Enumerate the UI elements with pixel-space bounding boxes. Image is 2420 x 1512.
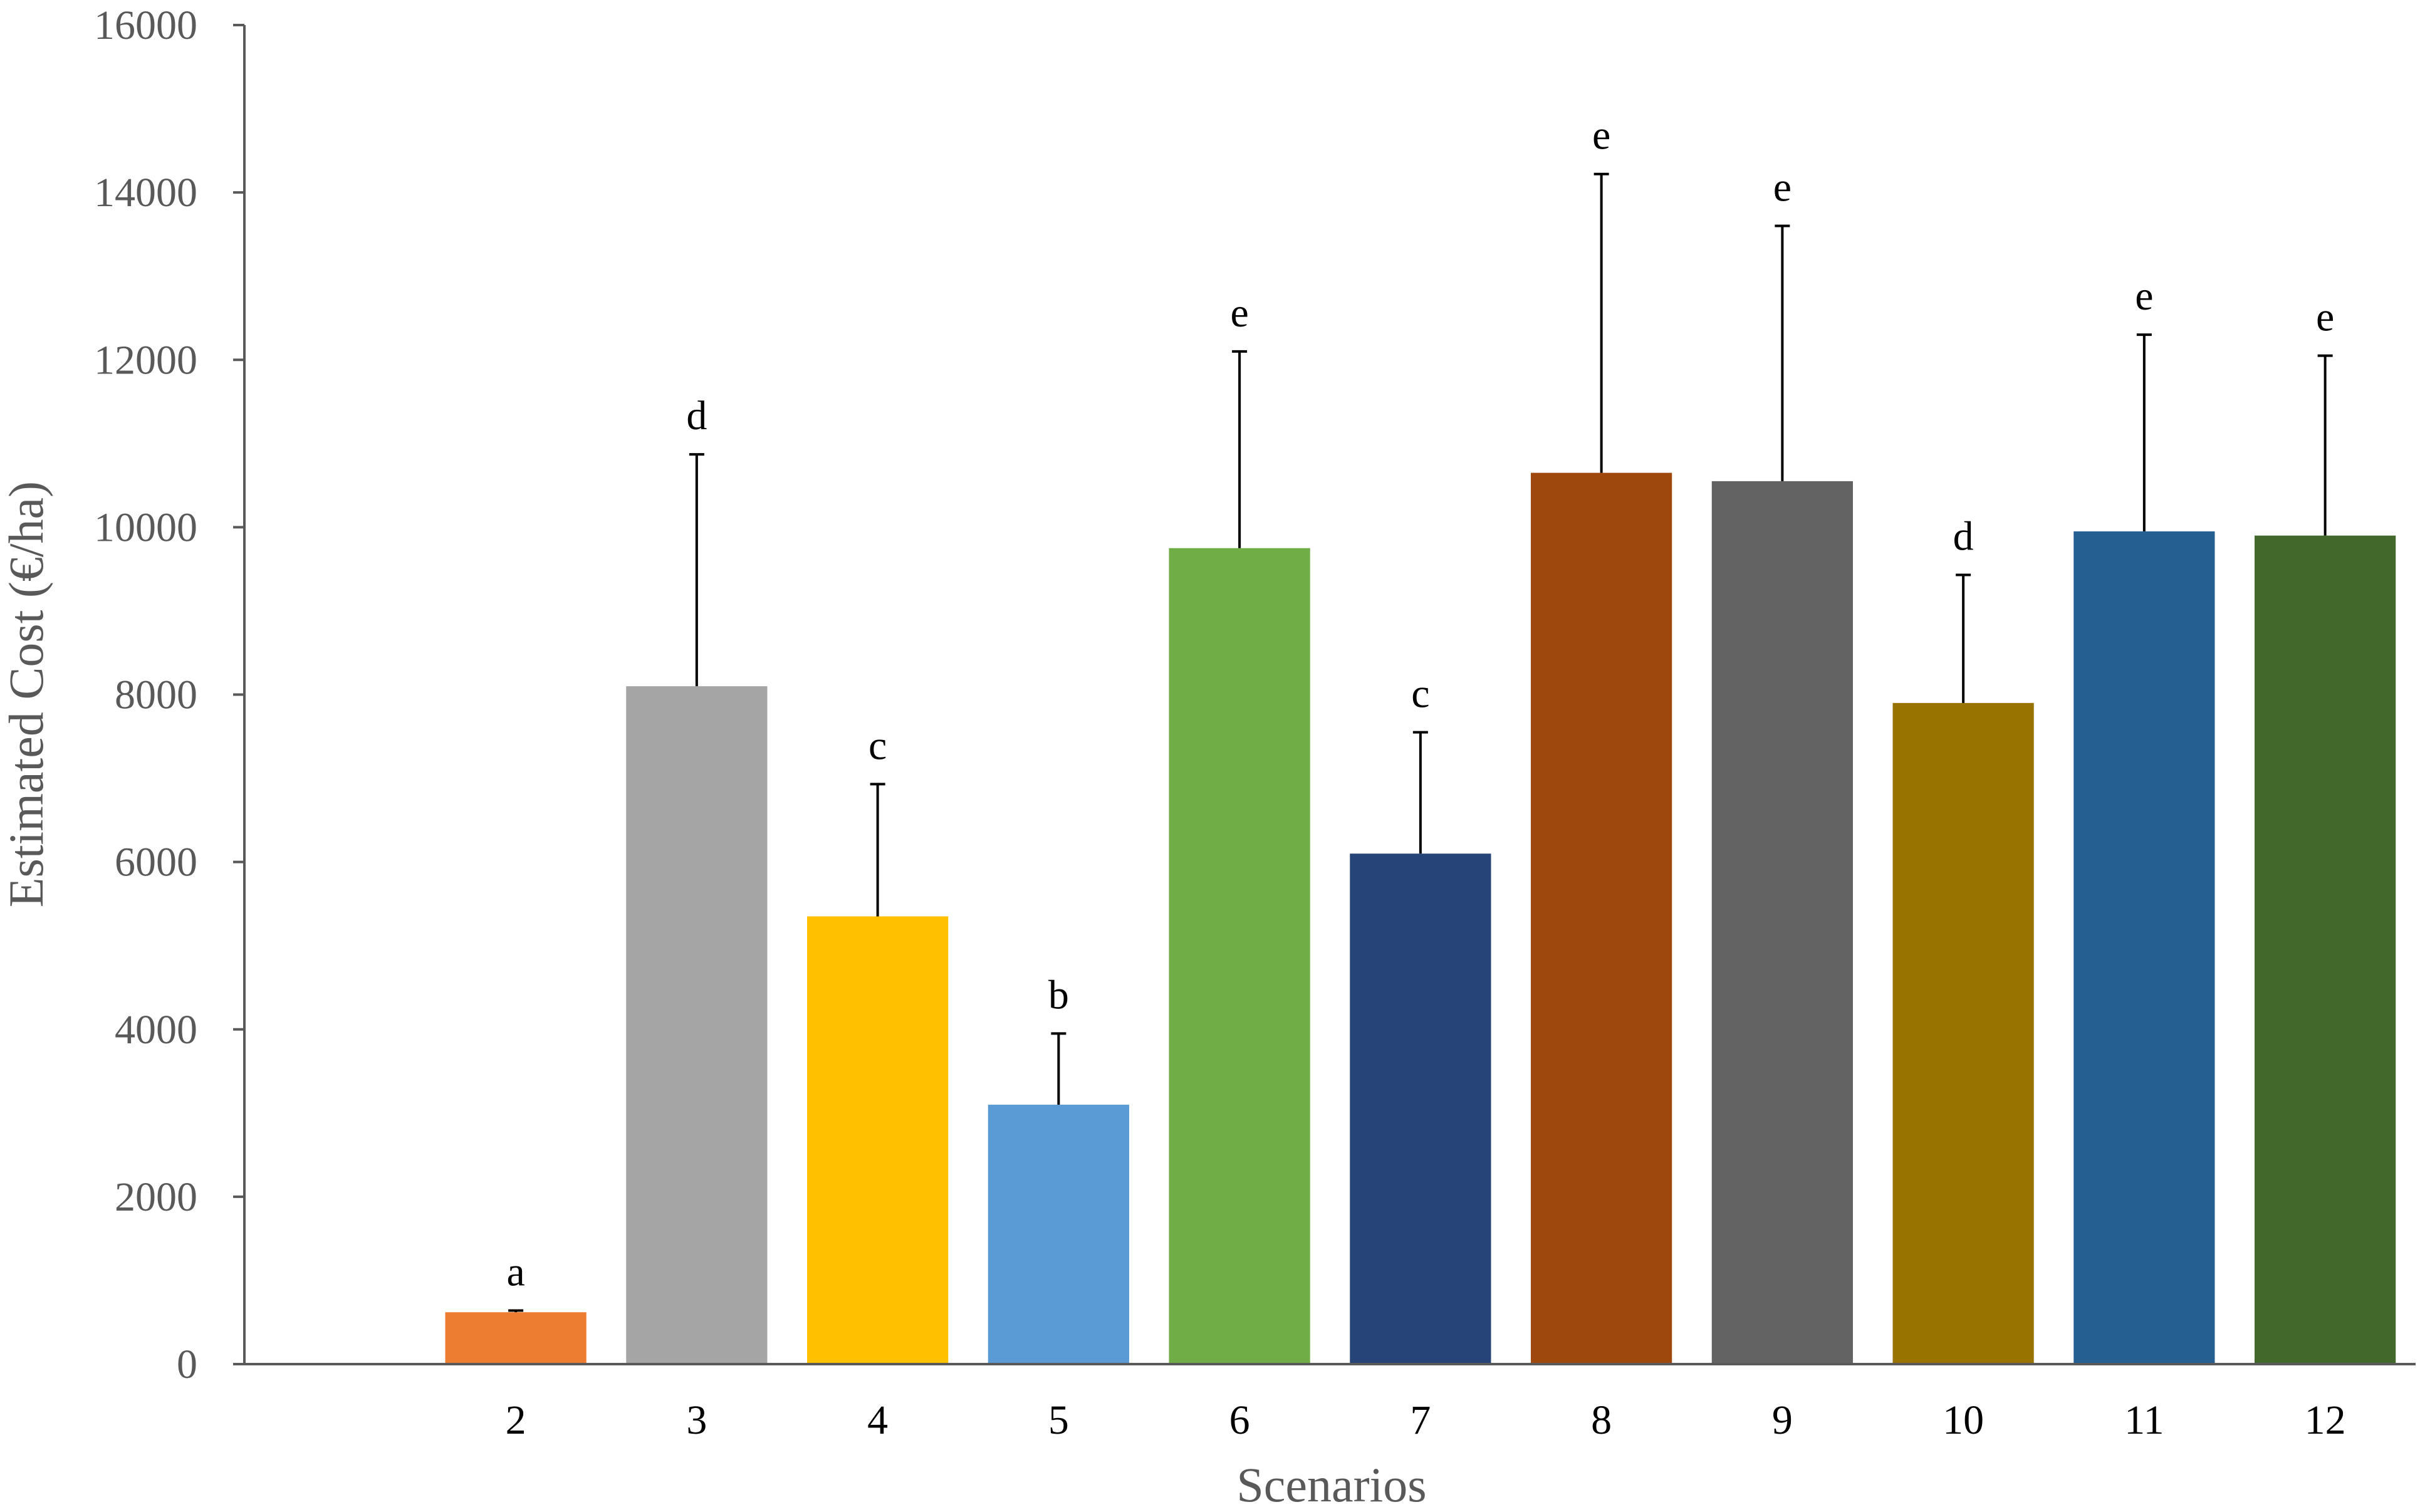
significance-letter: e [1230, 290, 1248, 336]
bar-scenario-4 [807, 916, 949, 1364]
bar-scenario-10 [1892, 702, 2034, 1364]
bar-scenario-11 [2073, 531, 2215, 1364]
x-tick-label: 10 [1943, 1397, 1984, 1443]
bar-scenario-12 [2255, 535, 2396, 1365]
y-tick-label: 4000 [115, 1007, 197, 1053]
x-tick-label: 7 [1410, 1397, 1431, 1443]
x-tick-label: 5 [1048, 1397, 1069, 1443]
bar-scenario-3 [626, 686, 768, 1364]
bar-scenario-7 [1350, 853, 1491, 1364]
y-tick-label: 16000 [94, 3, 197, 48]
x-tick-label: 3 [686, 1397, 707, 1443]
x-tick-label: 8 [1591, 1397, 1612, 1443]
significance-letter: c [1411, 671, 1429, 717]
error-bars-layer [508, 172, 2333, 1313]
bar-scenario-9 [1711, 481, 1853, 1364]
y-axis-title: Estimated Cost (€/ha) [0, 481, 53, 907]
y-tick-label: 10000 [94, 504, 197, 550]
significance-letter: e [1773, 165, 1792, 211]
significance-letter: a [506, 1249, 524, 1295]
significance-letter: e [2135, 273, 2153, 319]
bar-scenario-8 [1531, 472, 1672, 1365]
x-tick-label: 12 [2305, 1397, 2346, 1443]
significance-letter: d [686, 393, 707, 439]
y-tick-label: 8000 [115, 672, 197, 718]
bar-scenario-5 [988, 1104, 1129, 1364]
significance-letter: c [868, 722, 887, 768]
significance-letter: e [1592, 113, 1610, 159]
significance-letter: b [1048, 972, 1069, 1018]
significance-letter: d [1953, 514, 1974, 560]
bar-scenario-2 [445, 1312, 587, 1364]
y-tick-label: 0 [177, 1342, 197, 1387]
significance-letter: e [2316, 295, 2334, 340]
x-tick-label: 9 [1772, 1397, 1793, 1443]
y-tick-label: 6000 [115, 840, 197, 885]
y-tick-label: 14000 [94, 170, 197, 216]
labels-layer: 0 2000 4000 6000 8000 10000 12000 14000 16000 2 3 4… [94, 3, 2346, 1443]
y-tick-label: 12000 [94, 337, 197, 383]
axes-layer [233, 24, 2416, 1365]
x-tick-label: 11 [2124, 1397, 2164, 1443]
x-tick-label: 2 [506, 1397, 526, 1443]
x-tick-label: 4 [867, 1397, 888, 1443]
bars-layer [445, 472, 2396, 1365]
bar-scenario-6 [1169, 548, 1310, 1364]
y-tick-label: 2000 [115, 1174, 197, 1220]
x-tick-label: 6 [1229, 1397, 1250, 1443]
x-axis-title: Scenarios [1236, 1457, 1426, 1509]
